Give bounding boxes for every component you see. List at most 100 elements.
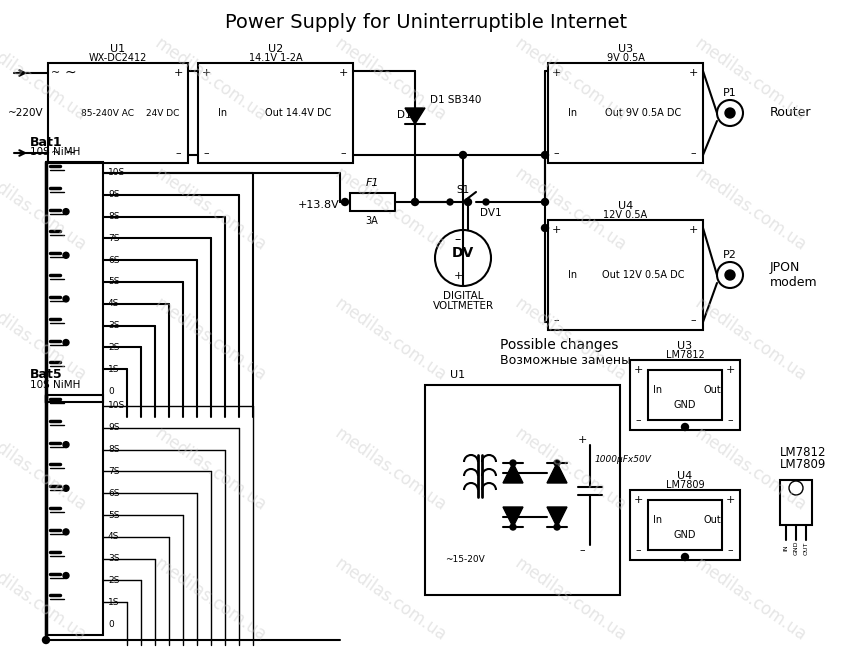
Bar [349,193,394,211]
Text: 0: 0 [108,386,113,396]
Bar [198,63,353,163]
Bar [630,360,740,430]
Text: –: – [635,415,640,425]
Text: 6S: 6S [108,489,119,498]
Text: VOLTMETER: VOLTMETER [432,301,493,311]
Circle shape [341,198,348,206]
Text: medilas.com.ua: medilas.com.ua [331,35,449,125]
Text: In: In [567,270,577,280]
Bar [648,500,721,550]
Text: U2: U2 [268,44,283,54]
Text: medilas.com.ua: medilas.com.ua [510,425,629,515]
Bar [648,370,721,420]
Circle shape [43,637,49,643]
Text: medilas.com.ua: medilas.com.ua [510,165,629,255]
Text: +: + [201,68,210,78]
Text: –: – [340,148,345,158]
Text: DIGITAL: DIGITAL [442,291,483,301]
Text: Out 14.4V DC: Out 14.4V DC [264,108,331,118]
Text: ~: ~ [64,66,76,80]
Circle shape [553,524,560,530]
Text: medilas.com.ua: medilas.com.ua [690,425,809,515]
Bar [46,162,103,402]
Text: ~: ~ [51,68,60,78]
Text: 10S: 10S [108,168,125,178]
Circle shape [509,524,515,530]
Text: Bat1: Bat1 [30,136,62,149]
Text: LM7809: LM7809 [665,480,704,490]
Text: 10S NiMH: 10S NiMH [30,147,80,157]
Text: U3: U3 [676,341,692,351]
Text: –: – [203,148,209,158]
Text: 5S: 5S [108,278,119,286]
Text: S1: S1 [456,185,469,195]
Text: Possible changes: Possible changes [499,338,618,352]
Text: DV1: DV1 [480,208,501,218]
Circle shape [446,199,452,205]
Text: 1S: 1S [108,365,119,374]
Circle shape [63,339,69,346]
Text: IN: IN [783,545,787,552]
Text: –: – [579,545,584,555]
Bar [48,63,187,163]
Text: D1: D1 [397,110,412,120]
Text: –: – [727,415,732,425]
Text: +13.8V: +13.8V [298,200,340,210]
Circle shape [541,198,548,206]
Circle shape [411,198,418,206]
Text: +: + [688,68,697,78]
Text: –: – [553,315,558,325]
Text: Bat5: Bat5 [30,369,62,381]
Text: medilas.com.ua: medilas.com.ua [510,35,629,125]
Text: +: + [632,495,642,505]
Text: 1000μFx50V: 1000μFx50V [595,455,651,464]
Polygon shape [405,108,424,124]
Text: medilas.com.ua: medilas.com.ua [151,295,269,385]
Text: 8S: 8S [108,445,119,454]
Text: LM7809: LM7809 [779,458,826,472]
Circle shape [541,225,548,231]
Text: 14.1V 1-2A: 14.1V 1-2A [249,53,302,63]
Circle shape [63,441,69,447]
Text: +: + [173,68,182,78]
Text: –: – [689,315,695,325]
Text: Out: Out [702,385,720,395]
Polygon shape [503,463,522,483]
Text: U4: U4 [676,471,692,481]
Text: ~15-20V: ~15-20V [445,555,484,565]
Circle shape [509,460,515,466]
Circle shape [63,572,69,578]
Text: 1S: 1S [108,598,119,607]
Text: –: – [689,148,695,158]
Bar [779,480,811,525]
Circle shape [459,151,466,159]
Circle shape [788,481,802,495]
Text: P2: P2 [722,250,736,260]
Text: JPON: JPON [769,261,799,274]
Circle shape [482,199,488,205]
Text: 7S: 7S [108,467,119,476]
Text: Router: Router [769,107,810,119]
Text: +: + [550,68,560,78]
Text: WX-DC2412: WX-DC2412 [89,53,147,63]
Text: –: – [454,233,461,246]
Text: 9V 0.5A: 9V 0.5A [606,53,643,63]
Text: –: – [553,148,558,158]
Text: OUT: OUT [803,541,808,555]
Text: medilas.com.ua: medilas.com.ua [690,35,809,125]
Text: ~220V: ~220V [8,108,43,118]
Text: medilas.com.ua: medilas.com.ua [690,555,809,645]
Text: 85-240V AC: 85-240V AC [82,109,135,117]
Text: In: In [218,108,227,118]
Text: medilas.com.ua: medilas.com.ua [510,555,629,645]
Circle shape [541,151,548,159]
Text: LM7812: LM7812 [665,350,704,360]
Text: F1: F1 [365,178,378,188]
Text: 10S: 10S [108,402,125,411]
Text: LM7812: LM7812 [779,445,826,458]
Text: medilas.com.ua: medilas.com.ua [510,295,629,385]
Text: medilas.com.ua: medilas.com.ua [690,165,809,255]
Circle shape [681,424,688,430]
Text: P1: P1 [722,88,736,98]
Text: medilas.com.ua: medilas.com.ua [151,555,269,645]
